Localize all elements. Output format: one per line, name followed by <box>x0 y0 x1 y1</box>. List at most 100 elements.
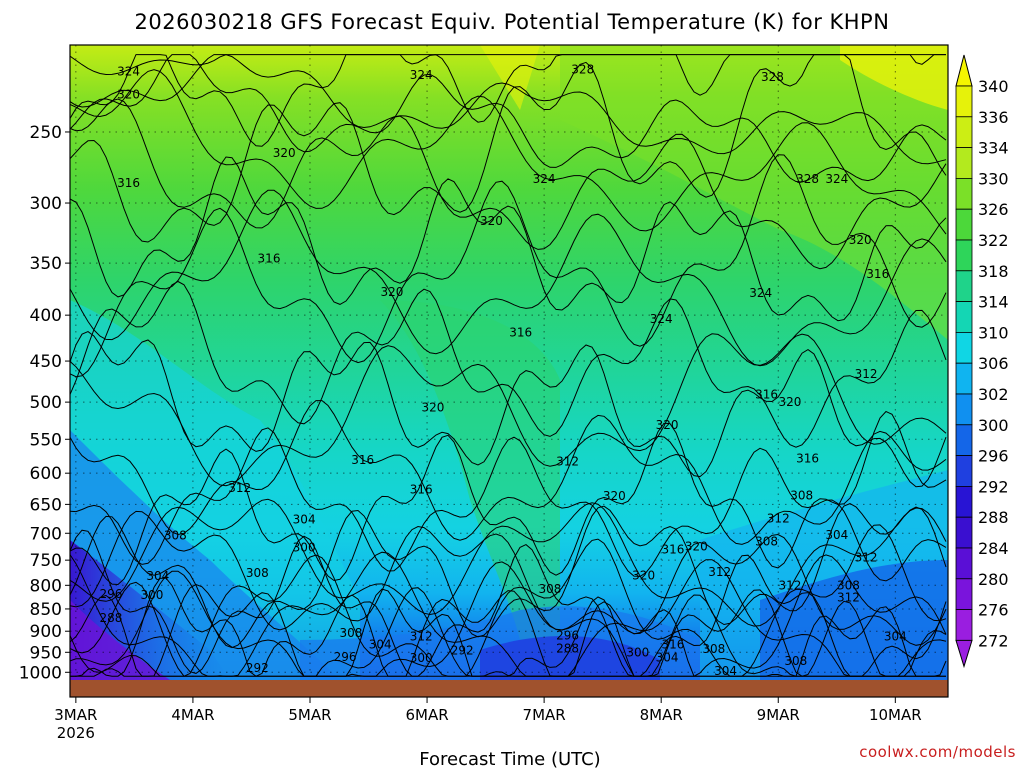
colorbar-label: 288 <box>978 508 1009 527</box>
contour-label: 316 <box>117 176 140 190</box>
contour-label: 292 <box>451 644 474 658</box>
contour-label: 324 <box>117 64 140 78</box>
chart-title: 2026030218 GFS Forecast Equiv. Potential… <box>135 10 890 34</box>
contour-line <box>70 498 947 627</box>
contour-label: 324 <box>650 312 673 326</box>
contour-label: 320 <box>480 214 503 228</box>
contour-line <box>70 154 947 378</box>
contour-label: 312 <box>556 454 579 468</box>
warmest-upper-region <box>840 45 948 110</box>
contour-label: 312 <box>767 512 790 526</box>
contour-label: 316 <box>796 452 819 466</box>
contour-line <box>70 410 947 586</box>
contour-line <box>70 331 947 488</box>
contour-label: 304 <box>146 569 169 583</box>
colorbar-swatch <box>955 208 973 241</box>
colorbar-label: 296 <box>978 447 1009 466</box>
contour-label: 320 <box>632 568 655 582</box>
contour-label: 292 <box>246 661 269 675</box>
colorbar-label: 330 <box>978 169 1009 188</box>
pressure-tick-label: 500 <box>30 393 62 413</box>
contour-label: 316 <box>866 267 889 281</box>
contour-label: 328 <box>796 172 819 186</box>
coldest-region-left <box>70 600 170 680</box>
colorbar-label: 280 <box>978 570 1009 589</box>
contour-label: 324 <box>749 286 772 300</box>
contour-lines <box>70 54 947 677</box>
contour-line <box>70 524 947 677</box>
pressure-tick-label: 450 <box>30 352 62 372</box>
contour-line <box>70 280 947 448</box>
contour-label: 320 <box>849 233 872 247</box>
colorbar-label: 314 <box>978 293 1009 312</box>
contour-label: 304 <box>825 528 848 542</box>
contour-label: 316 <box>755 387 778 401</box>
contour-label: 308 <box>790 488 813 502</box>
warm-upper-region <box>560 45 948 340</box>
colorbar-label: 318 <box>978 262 1009 281</box>
contour-line <box>70 510 947 646</box>
contour-label: 324 <box>825 172 848 186</box>
contour-label: 316 <box>661 543 684 557</box>
colorbar-swatch <box>955 578 973 610</box>
contour-label: 320 <box>380 285 403 299</box>
pressure-tick-label: 250 <box>30 123 62 143</box>
contour-label: 324 <box>410 68 433 82</box>
colorbar-swatch <box>955 270 973 302</box>
contour-label: 312 <box>837 590 860 604</box>
colorbar-label: 334 <box>978 139 1009 158</box>
colorbar-label: 340 <box>978 77 1009 96</box>
pressure-tick-label: 600 <box>30 464 62 484</box>
contour-label: 324 <box>533 172 556 186</box>
contour-label: 304 <box>656 651 679 665</box>
time-tick-label: 10MAR <box>869 706 922 724</box>
colorbar: 340 336 334 330 326 322 318 314 310 306 302 300 296 2… <box>955 54 1009 669</box>
contour-line <box>70 98 947 270</box>
contour-label: 300 <box>626 645 649 659</box>
contour-label: 288 <box>100 611 123 625</box>
plot-area: 324 320 316 320 324 328 328 324 320 316 320 316 324 3… <box>70 45 948 697</box>
contour-label: 320 <box>273 146 296 160</box>
colorbar-swatch <box>955 177 973 210</box>
time-tick-sublabel: 2026 <box>57 724 95 742</box>
colorbar-label: 306 <box>978 354 1009 373</box>
colorbar-label: 276 <box>978 601 1009 620</box>
x-axis-title: Forecast Time (UTC) <box>419 749 600 768</box>
colorbar-swatch <box>955 362 973 395</box>
colorbar-swatch <box>955 393 973 426</box>
colorbar-label: 322 <box>978 231 1009 250</box>
ground-strip <box>70 680 948 697</box>
colorbar-swatch <box>955 116 973 149</box>
contour-label: 304 <box>714 664 737 678</box>
colorbar-label: 336 <box>978 108 1009 127</box>
colorbar-label: 310 <box>978 323 1009 342</box>
credit-link[interactable]: coolwx.com/models <box>859 743 1016 761</box>
time-tick-label: 9MAR <box>757 706 800 724</box>
contour-line <box>70 156 947 322</box>
contour-label: 312 <box>779 578 802 592</box>
contour-line <box>70 427 947 582</box>
contour-label: 312 <box>228 481 251 495</box>
colorbar-swatch <box>955 455 973 487</box>
plot-frame <box>69 44 949 698</box>
pressure-tick-label: 1000 <box>19 663 62 683</box>
contour-label: 328 <box>761 70 784 84</box>
contour-line <box>70 54 947 243</box>
contour-label: 304 <box>293 513 316 527</box>
colorbar-label: 272 <box>978 631 1009 650</box>
pressure-tick-label: 700 <box>30 524 62 544</box>
contour-label: 320 <box>656 418 679 432</box>
contour-label: 320 <box>603 489 626 503</box>
contour-label: 308 <box>837 578 860 592</box>
contour-label: 316 <box>258 252 281 266</box>
contour-label: 300 <box>410 651 433 665</box>
contour-label: 304 <box>369 637 392 651</box>
colorbar-swatch <box>955 331 973 364</box>
colorbar-swatch <box>955 239 973 272</box>
contour-line <box>70 69 947 235</box>
colorbar-label: 326 <box>978 200 1009 219</box>
contour-label: 288 <box>556 642 579 656</box>
contour-label: 328 <box>571 63 594 77</box>
pressure-tick-label: 800 <box>30 576 62 596</box>
